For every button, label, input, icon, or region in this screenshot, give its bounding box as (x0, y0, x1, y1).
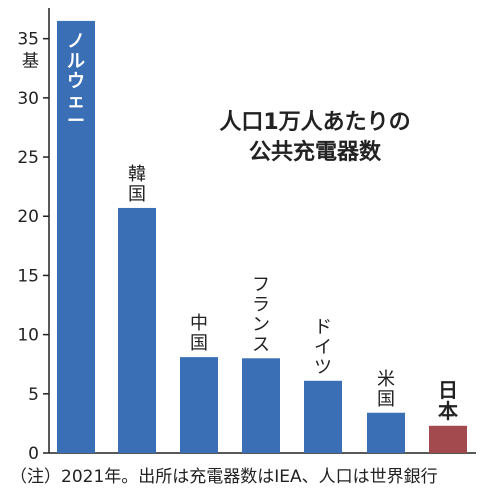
y-tick-label: 15 (17, 266, 39, 286)
category-label-4: ドイツ (314, 317, 332, 378)
category-label-0: ノルウェー (67, 31, 85, 132)
y-tick-label: 5 (28, 385, 39, 405)
y-tick-label: 30 (17, 89, 39, 109)
chart-note: （注）2021年。出所は充電器数はIEA、人口は世界銀行 (10, 467, 438, 487)
y-tick-label: 10 (17, 326, 39, 346)
y-tick-label: 20 (17, 207, 39, 227)
category-label-6: 日本 (438, 378, 458, 423)
y-unit-label: 基 (22, 52, 39, 72)
bar-2 (180, 357, 218, 453)
category-label-5: 米国 (377, 369, 395, 410)
bar-3 (242, 358, 280, 453)
category-label-1: 韓国 (128, 164, 146, 205)
bar-5 (367, 412, 405, 453)
y-tick-label: 25 (17, 148, 39, 168)
category-label-3: フランス (252, 274, 270, 355)
y-tick-label: 35 (17, 30, 39, 50)
bar-4 (304, 380, 342, 453)
y-tick-label: 0 (28, 444, 39, 464)
chart-title-line-2: 公共充電器数 (248, 140, 381, 165)
bar-1 (118, 207, 156, 453)
bar-0 (57, 20, 95, 454)
bar-6 (429, 425, 467, 453)
chart-title-line-1: 人口1万人あたりの (219, 110, 411, 135)
category-label-2: 中国 (190, 313, 208, 354)
chart-title: 人口1万人あたりの 公共充電器数 (195, 108, 435, 168)
